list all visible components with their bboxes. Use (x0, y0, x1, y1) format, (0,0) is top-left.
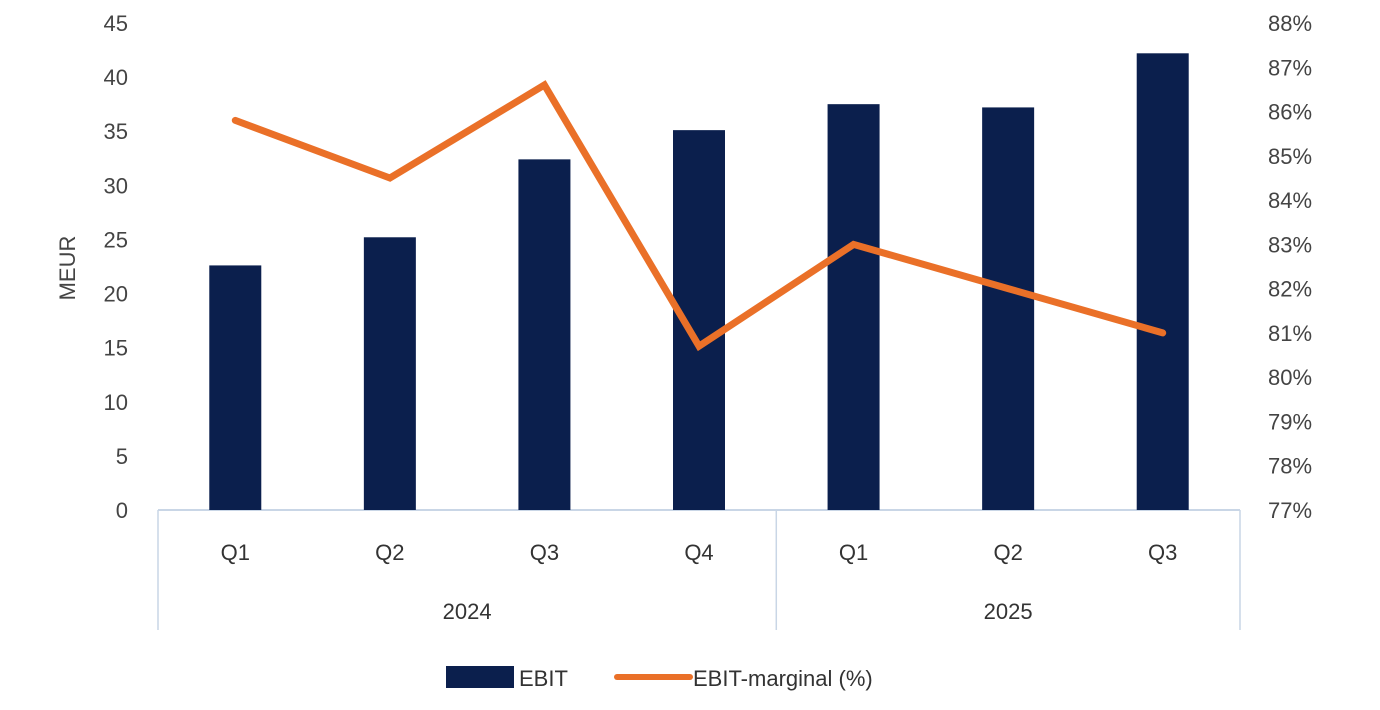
bar-series-ebit (209, 53, 1189, 511)
y-tick-label: 10 (104, 390, 128, 415)
bar (209, 265, 262, 510)
y2-tick-label: 77% (1268, 498, 1312, 523)
legend-label-ebit: EBIT (519, 666, 568, 691)
y-axis-label: MEUR (55, 236, 80, 301)
y-axis-left: 0 5 10 15 20 25 30 35 40 45 (104, 11, 128, 523)
legend-swatch-ebit (446, 666, 514, 688)
y2-tick-label: 84% (1268, 188, 1312, 213)
y2-tick-label: 83% (1268, 232, 1312, 257)
y-axis-right: 77% 78% 79% 80% 81% 82% 83% 84% 85% 86% 87% 88% (1268, 11, 1312, 523)
y2-tick-label: 81% (1268, 321, 1312, 346)
bar (518, 159, 571, 511)
y2-tick-label: 79% (1268, 409, 1312, 434)
legend-label-ebit-marginal: EBIT-marginal (%) (693, 666, 873, 691)
y2-tick-label: 82% (1268, 277, 1312, 302)
y-tick-label: 5 (116, 444, 128, 469)
y2-tick-label: 88% (1268, 11, 1312, 36)
y-tick-label: 20 (104, 282, 128, 307)
y-tick-label: 25 (104, 227, 128, 252)
x-tick-label: Q3 (530, 540, 559, 565)
x-tick-label: Q1 (221, 540, 250, 565)
x-tick-label: Q4 (684, 540, 713, 565)
y-tick-label: 45 (104, 11, 128, 36)
category-axis-frame (157, 509, 1241, 630)
y-tick-label: 35 (104, 119, 128, 144)
y-tick-label: 0 (116, 498, 128, 523)
y2-tick-label: 86% (1268, 100, 1312, 125)
x-tick-label: Q3 (1148, 540, 1177, 565)
line-series-ebit-marginal (231, 80, 1167, 352)
group-labels: 2024 2025 (443, 599, 1033, 624)
category-labels: Q1 Q2 Q3 Q4 Q1 Q2 Q3 (221, 540, 1178, 565)
bar (363, 237, 416, 510)
group-label: 2024 (443, 599, 492, 624)
legend: EBIT EBIT-marginal (%) (446, 666, 873, 691)
bar (1136, 53, 1189, 511)
y-tick-label: 40 (104, 65, 128, 90)
bar (982, 107, 1035, 510)
y2-tick-label: 87% (1268, 55, 1312, 80)
y-tick-label: 15 (104, 336, 128, 361)
group-label: 2025 (984, 599, 1033, 624)
x-tick-label: Q2 (993, 540, 1022, 565)
y-tick-label: 30 (104, 173, 128, 198)
x-tick-label: Q1 (839, 540, 868, 565)
y2-tick-label: 80% (1268, 365, 1312, 390)
bar (827, 104, 880, 511)
y2-tick-label: 78% (1268, 454, 1312, 479)
y2-tick-label: 85% (1268, 144, 1312, 169)
x-tick-label: Q2 (375, 540, 404, 565)
